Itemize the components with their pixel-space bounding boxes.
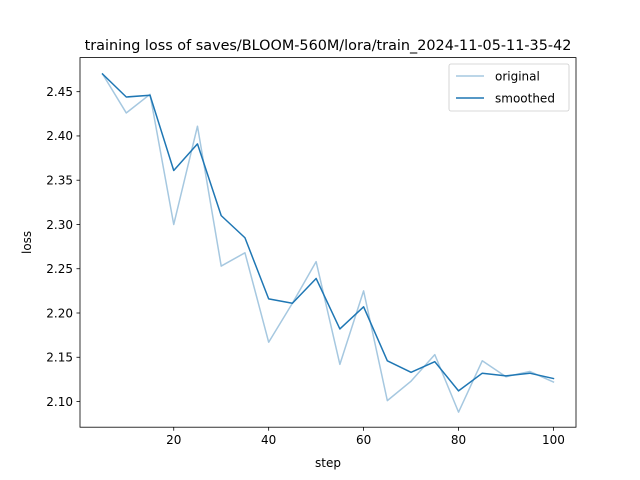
y-tick-label: 2.25 bbox=[46, 262, 73, 276]
legend: original smoothed bbox=[448, 63, 570, 112]
y-tick-label: 2.20 bbox=[46, 306, 73, 320]
x-tick-label: 40 bbox=[261, 433, 276, 447]
legend-label-smoothed: smoothed bbox=[495, 91, 555, 105]
y-tick-label: 2.10 bbox=[46, 395, 73, 409]
x-tick-label: 60 bbox=[356, 433, 371, 447]
y-tick-label: 2.45 bbox=[46, 85, 73, 99]
x-tick-label: 80 bbox=[451, 433, 466, 447]
x-axis-label: step bbox=[315, 456, 341, 470]
y-axis-label: loss bbox=[20, 231, 34, 254]
plot-frame bbox=[79, 57, 577, 428]
series-line-smoothed bbox=[101, 72, 555, 392]
legend-label-original: original bbox=[495, 69, 540, 83]
y-tick-label: 2.40 bbox=[46, 129, 73, 143]
x-tick-label: 100 bbox=[542, 433, 565, 447]
y-tick-label: 2.30 bbox=[46, 218, 73, 232]
y-tick-label: 2.35 bbox=[46, 174, 73, 188]
series-line-original bbox=[101, 72, 555, 413]
chart-title: training loss of saves/BLOOM-560M/lora/t… bbox=[85, 38, 572, 54]
x-tick-label: 20 bbox=[166, 433, 181, 447]
y-tick-label: 2.15 bbox=[46, 351, 73, 365]
